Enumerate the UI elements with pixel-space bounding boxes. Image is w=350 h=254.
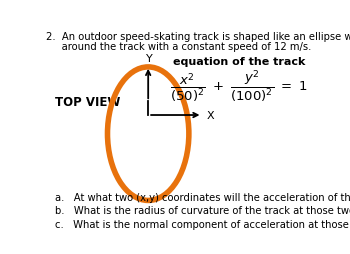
Text: c.   What is the normal component of acceleration at those two points?: c. What is the normal component of accel…: [55, 219, 350, 229]
Text: X: X: [206, 110, 214, 121]
Text: b.   What is the radius of curvature of the track at those two points?: b. What is the radius of curvature of th…: [55, 205, 350, 215]
Text: TOP VIEW: TOP VIEW: [55, 96, 120, 108]
Text: $\dfrac{x^2}{(50)^2}\ +\ \dfrac{y^2}{(100)^2}\ =\ 1$: $\dfrac{x^2}{(50)^2}\ +\ \dfrac{y^2}{(10…: [170, 67, 308, 103]
Text: Y: Y: [146, 54, 153, 64]
Text: 2.  An outdoor speed-skating track is shaped like an ellipse with the equation s: 2. An outdoor speed-skating track is sha…: [47, 31, 350, 41]
Text: a.   At what two (x,y) coordinates will the acceleration of the skater be a maxi: a. At what two (x,y) coordinates will th…: [55, 192, 350, 202]
Text: equation of the track: equation of the track: [173, 57, 305, 67]
Text: around the track with a constant speed of 12 m/s.: around the track with a constant speed o…: [47, 42, 312, 52]
